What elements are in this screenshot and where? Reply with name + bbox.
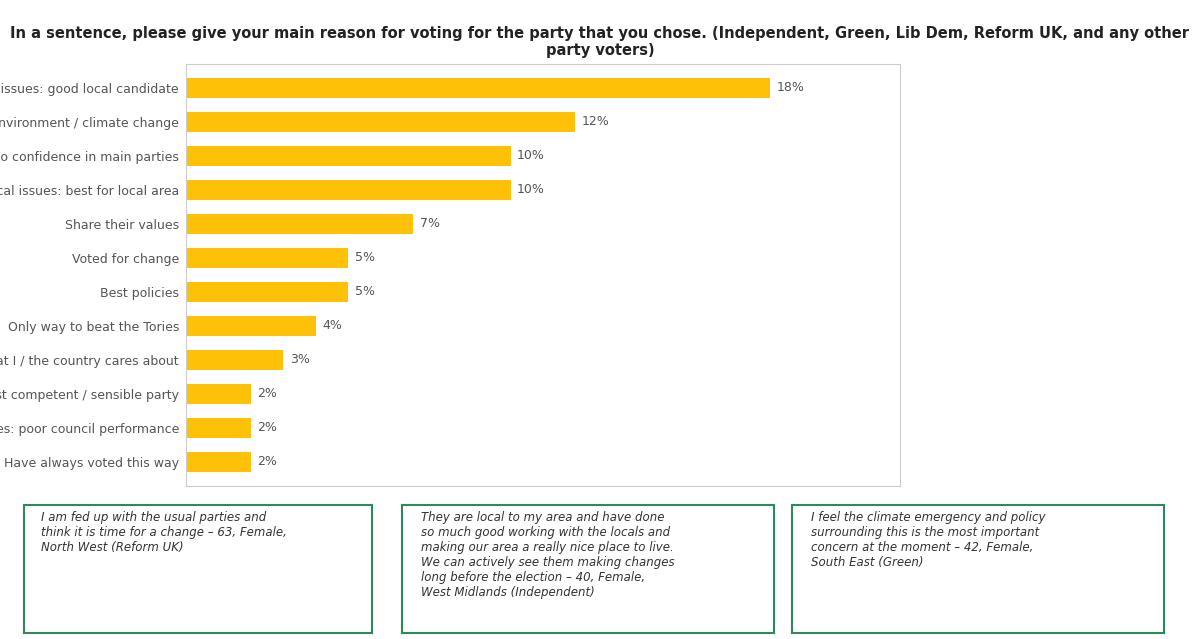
- Bar: [186, 452, 251, 472]
- Text: 4%: 4%: [323, 320, 342, 332]
- Text: 3%: 3%: [290, 353, 310, 366]
- Text: 2%: 2%: [257, 421, 277, 435]
- Text: I am fed up with the usual parties and
think it is time for a change – 63, Femal: I am fed up with the usual parties and t…: [42, 511, 287, 554]
- Bar: [186, 316, 316, 336]
- Text: 5%: 5%: [355, 251, 374, 265]
- Bar: [186, 350, 283, 370]
- Text: 18%: 18%: [776, 81, 804, 94]
- Bar: [186, 247, 348, 268]
- Text: 10%: 10%: [517, 183, 545, 196]
- Text: They are local to my area and have done
so much good working with the locals and: They are local to my area and have done …: [421, 511, 674, 599]
- Bar: [186, 213, 413, 234]
- Bar: [186, 383, 251, 404]
- Text: I feel the climate emergency and policy
surrounding this is the most important
c: I feel the climate emergency and policy …: [811, 511, 1045, 569]
- Bar: [186, 180, 510, 200]
- Text: 12%: 12%: [582, 115, 610, 128]
- Text: 5%: 5%: [355, 285, 374, 298]
- Bar: [186, 282, 348, 302]
- Text: 10%: 10%: [517, 150, 545, 162]
- Bar: [186, 112, 576, 132]
- Bar: [186, 418, 251, 438]
- Text: 2%: 2%: [257, 387, 277, 400]
- Text: In a sentence, please give your main reason for voting for the party that you ch: In a sentence, please give your main rea…: [11, 26, 1189, 58]
- Bar: [186, 77, 770, 98]
- Text: 7%: 7%: [420, 217, 439, 230]
- Bar: [186, 146, 510, 166]
- Text: 2%: 2%: [257, 456, 277, 468]
